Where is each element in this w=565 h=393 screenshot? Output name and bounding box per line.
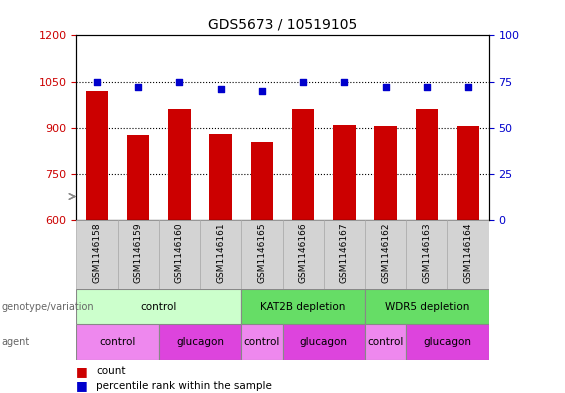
Point [93,79,102,85]
Bar [333,125,356,220]
Bar [159,220,200,289]
Bar [365,324,406,360]
Point [216,86,225,92]
Point [381,84,390,90]
Bar [118,220,159,289]
Bar [85,91,108,220]
Bar [447,220,489,289]
Bar [457,126,480,220]
Text: GSM1146162: GSM1146162 [381,222,390,283]
Bar [406,220,447,289]
Title: GDS5673 / 10519105: GDS5673 / 10519105 [208,17,357,31]
Text: control: control [141,301,177,312]
Point [134,84,142,90]
Point [423,84,432,90]
Bar [241,220,282,289]
Text: genotype/variation: genotype/variation [1,301,94,312]
Point [175,79,184,85]
Text: GSM1146166: GSM1146166 [299,222,307,283]
Text: GSM1146163: GSM1146163 [423,222,431,283]
Bar [159,324,241,360]
Bar [324,220,365,289]
Bar [374,126,397,220]
Text: agent: agent [1,337,29,347]
Bar [365,220,406,289]
Bar [209,134,232,220]
Text: control: control [367,337,404,347]
Bar [365,289,489,324]
Point [258,88,267,94]
Text: glucagon: glucagon [424,337,471,347]
Text: KAT2B depletion: KAT2B depletion [260,301,346,312]
Text: control: control [99,337,136,347]
Text: GSM1146165: GSM1146165 [258,222,266,283]
Text: ■: ■ [76,379,88,393]
Bar [250,141,273,220]
Text: GSM1146160: GSM1146160 [175,222,184,283]
Text: GSM1146167: GSM1146167 [340,222,349,283]
Bar [415,109,438,220]
Text: percentile rank within the sample: percentile rank within the sample [96,381,272,391]
Bar [76,324,159,360]
Point [464,84,473,90]
Bar [406,324,489,360]
Text: glucagon: glucagon [300,337,347,347]
Text: GSM1146161: GSM1146161 [216,222,225,283]
Bar [127,136,150,220]
Bar [282,220,324,289]
Text: GSM1146158: GSM1146158 [93,222,101,283]
Text: count: count [96,366,125,376]
Bar [292,109,315,220]
Text: glucagon: glucagon [176,337,224,347]
Bar [168,109,191,220]
Point [340,79,349,85]
Bar [76,220,118,289]
Text: GSM1146159: GSM1146159 [134,222,142,283]
Text: WDR5 depletion: WDR5 depletion [385,301,469,312]
Bar [282,324,365,360]
Bar [200,220,241,289]
Bar [76,289,241,324]
Bar [241,324,282,360]
Text: ■: ■ [76,365,88,378]
Point [299,79,308,85]
Text: GSM1146164: GSM1146164 [464,222,472,283]
Text: control: control [244,337,280,347]
Bar [241,289,365,324]
